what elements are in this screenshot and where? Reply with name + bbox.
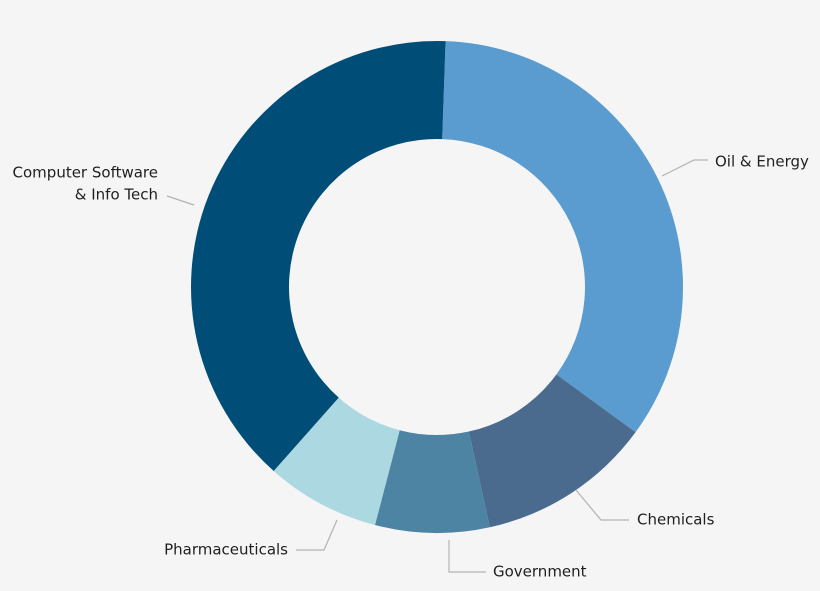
slice-label-pharmaceuticals: Pharmaceuticals bbox=[164, 541, 288, 559]
slice-label-government: Government bbox=[493, 563, 587, 581]
slice-government bbox=[374, 430, 490, 533]
slice-computer-software-and-info-tech bbox=[191, 40, 446, 471]
slice-label-computer-software-and-info-tech-line-2: & Info Tech bbox=[75, 186, 158, 204]
slices-group bbox=[191, 40, 683, 533]
labels-group: Oil & Energy Chemicals Government Pharmaceu… bbox=[13, 153, 809, 581]
leader-line-computer-software-and-info-tech bbox=[166, 195, 195, 206]
leader-line-oil-and-energy bbox=[661, 159, 708, 177]
slice-chemicals bbox=[468, 374, 636, 528]
leader-line-chemicals bbox=[575, 489, 629, 521]
slice-label-oil-and-energy: Oil & Energy bbox=[715, 153, 809, 171]
slice-oil-and-energy bbox=[442, 41, 683, 433]
slice-label-chemicals: Chemicals bbox=[637, 511, 715, 529]
leader-line-pharmaceuticals bbox=[296, 519, 338, 551]
leader-lines-group bbox=[166, 159, 708, 573]
slice-pharmaceuticals bbox=[273, 397, 400, 526]
leader-line-government bbox=[448, 540, 486, 573]
slice-label-computer-software-and-info-tech-line-1: Computer Software bbox=[13, 164, 158, 182]
